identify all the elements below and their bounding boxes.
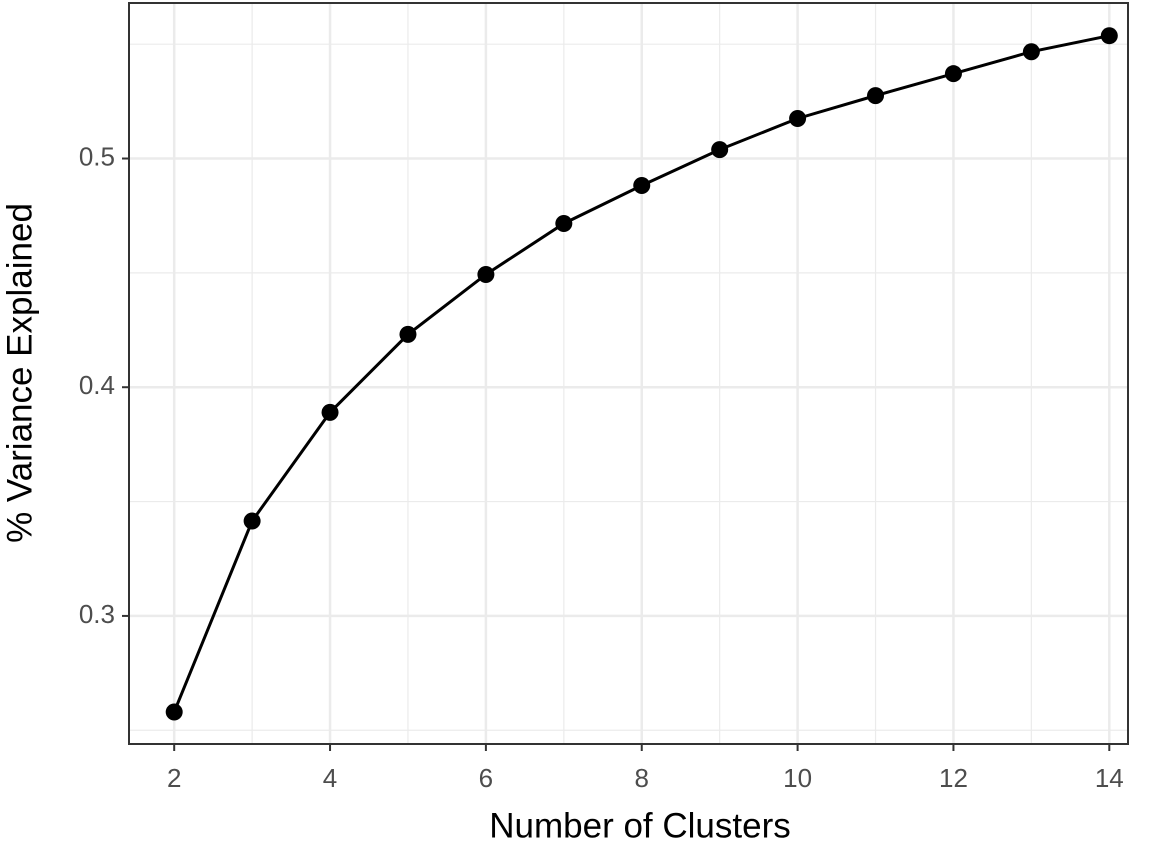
x-tick-label: 8 xyxy=(635,763,649,793)
point xyxy=(789,109,807,127)
y-axis-title: % Variance Explained xyxy=(0,203,39,543)
y-tick-label: 0.3 xyxy=(79,599,115,629)
point xyxy=(633,177,651,195)
panel-border xyxy=(128,2,1129,745)
point xyxy=(1022,43,1040,61)
x-tick-label: 4 xyxy=(323,763,337,793)
x-tick-label: 6 xyxy=(479,763,493,793)
point xyxy=(711,141,729,159)
x-tick-label: 2 xyxy=(167,763,181,793)
point xyxy=(165,703,183,721)
y-tick-label: 0.5 xyxy=(79,141,115,171)
point xyxy=(555,214,573,232)
point xyxy=(243,512,261,530)
x-tick-label: 14 xyxy=(1095,763,1124,793)
point xyxy=(1100,27,1118,45)
x-tick-label: 10 xyxy=(783,763,812,793)
point xyxy=(477,265,495,283)
point xyxy=(321,403,339,421)
point xyxy=(399,325,417,343)
y-tick-label: 0.4 xyxy=(79,370,115,400)
x-tick-label: 12 xyxy=(939,763,968,793)
x-axis-title: Number of Clusters xyxy=(489,806,790,845)
point xyxy=(944,65,962,83)
point xyxy=(867,87,885,105)
